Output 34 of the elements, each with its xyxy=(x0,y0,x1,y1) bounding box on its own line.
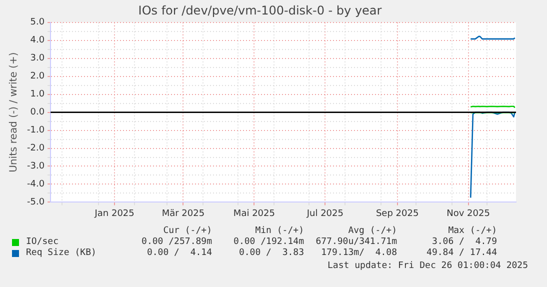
text: Cur (-/+) xyxy=(163,226,212,236)
legend-label: Req Size (KB) xyxy=(26,248,96,258)
text: Min (-/+) xyxy=(255,226,304,236)
text: Avg (-/+) xyxy=(348,226,397,236)
x-tick-label: Mai 2025 xyxy=(233,208,275,219)
x-tick-label: Mär 2025 xyxy=(162,208,205,219)
text: 3.06 / 4.79 xyxy=(432,237,497,247)
y-tick-label: -3.0 xyxy=(27,162,45,172)
text: 179.13m/ 4.08 xyxy=(321,248,397,258)
y-tick-label: 4.0 xyxy=(30,36,45,46)
y-tick-label: 3.0 xyxy=(30,54,45,64)
text: 0.00 /257.89m xyxy=(142,237,212,247)
y-axis-title: Units read (-) / write (+) xyxy=(8,52,20,172)
text: Last update: Fri Dec 26 01:00:04 2025 xyxy=(328,261,528,271)
y-tick-label: 1.0 xyxy=(30,90,45,100)
text: 0.00 / 3.83 xyxy=(238,248,304,258)
text: 0.00 / 4.14 xyxy=(146,248,212,258)
y-tick-label: -2.0 xyxy=(27,144,45,154)
legend-label: IO/sec xyxy=(26,237,59,247)
y-tick-label: 0.0 xyxy=(30,108,45,118)
y-tick-label: 5.0 xyxy=(30,18,45,28)
x-tick-label: Jul 2025 xyxy=(306,208,344,219)
x-tick-label: Sep 2025 xyxy=(376,208,419,219)
x-tick-label: Jan 2025 xyxy=(94,208,134,219)
text: 677.90u/341.71m xyxy=(316,237,397,247)
y-tick-label: -5.0 xyxy=(27,198,45,208)
text: Max (-/+) xyxy=(448,226,497,236)
text: 0.00 /192.14m xyxy=(234,237,304,247)
x-tick-label: Nov 2025 xyxy=(446,208,490,219)
y-tick-label: -1.0 xyxy=(27,126,45,136)
y-tick-label: 2.0 xyxy=(30,72,45,82)
text: 49.84 / 17.44 xyxy=(426,248,497,258)
chart-title: IOs for /dev/pve/vm-100-disk-0 - by year xyxy=(138,3,382,18)
y-tick-label: -4.0 xyxy=(27,180,45,190)
